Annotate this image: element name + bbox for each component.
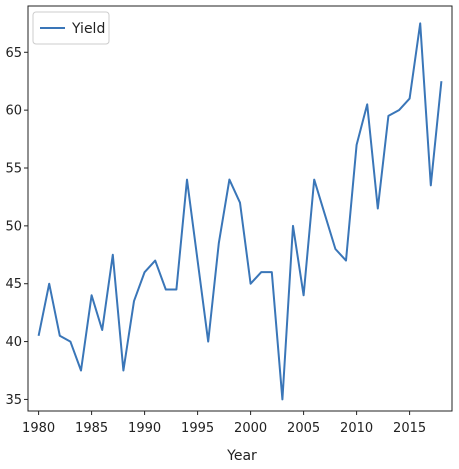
data-point bbox=[207, 341, 209, 343]
data-point bbox=[69, 341, 71, 343]
data-point bbox=[260, 271, 262, 273]
data-point bbox=[271, 271, 273, 273]
data-point bbox=[48, 283, 50, 285]
data-point bbox=[228, 179, 230, 181]
y-tick-label: 55 bbox=[5, 162, 22, 177]
data-point bbox=[324, 213, 326, 215]
data-point bbox=[175, 289, 177, 291]
data-point bbox=[80, 370, 82, 372]
y-tick-label: 45 bbox=[5, 277, 22, 292]
y-tick-label: 40 bbox=[5, 335, 22, 350]
y-tick-label: 35 bbox=[5, 393, 22, 408]
x-tick-label: 2000 bbox=[234, 421, 267, 436]
data-point bbox=[59, 335, 61, 337]
data-point bbox=[112, 254, 114, 256]
legend-box bbox=[32, 11, 110, 45]
data-point bbox=[197, 260, 199, 262]
series-points bbox=[38, 22, 443, 400]
data-point bbox=[334, 248, 336, 250]
data-point bbox=[91, 294, 93, 296]
data-point bbox=[398, 109, 400, 111]
y-tick-label: 50 bbox=[5, 219, 22, 234]
data-point bbox=[440, 80, 442, 82]
data-point bbox=[144, 271, 146, 273]
x-tick-label: 1995 bbox=[181, 421, 214, 436]
data-point bbox=[387, 115, 389, 117]
plot-frame bbox=[27, 5, 453, 412]
data-point bbox=[419, 22, 421, 24]
data-point bbox=[186, 179, 188, 181]
y-tick-label: 65 bbox=[5, 46, 22, 61]
x-tick-label: 1980 bbox=[22, 421, 55, 436]
data-point bbox=[250, 283, 252, 285]
data-point bbox=[239, 202, 241, 204]
data-point bbox=[292, 225, 294, 227]
data-point bbox=[313, 179, 315, 181]
x-axis-ticks: 1980 1985 1990 1995 2000 2005 2010 2015 bbox=[22, 411, 426, 436]
data-point bbox=[377, 208, 379, 210]
y-tick-label: 60 bbox=[5, 104, 22, 119]
x-tick-label: 2010 bbox=[340, 421, 373, 436]
x-tick-label: 1990 bbox=[128, 421, 161, 436]
data-point bbox=[356, 144, 358, 146]
legend-label: Yield bbox=[71, 21, 105, 37]
data-point bbox=[154, 260, 156, 262]
legend: Yield bbox=[32, 11, 110, 45]
x-tick-label: 2015 bbox=[393, 421, 426, 436]
data-point bbox=[281, 398, 283, 400]
data-point bbox=[366, 103, 368, 105]
data-point bbox=[218, 242, 220, 244]
data-point bbox=[165, 289, 167, 291]
yield-series-line bbox=[37, 22, 443, 401]
x-axis-label: Year bbox=[226, 448, 257, 464]
data-point bbox=[430, 184, 432, 186]
data-point bbox=[133, 300, 135, 302]
data-point bbox=[38, 335, 40, 337]
data-point bbox=[303, 294, 305, 296]
y-axis-ticks: 35 40 45 50 55 60 65 bbox=[5, 46, 28, 408]
x-tick-label: 2005 bbox=[287, 421, 320, 436]
data-point bbox=[409, 98, 411, 100]
data-point bbox=[122, 370, 124, 372]
data-point bbox=[101, 329, 103, 331]
data-point bbox=[345, 260, 347, 262]
x-tick-label: 1985 bbox=[75, 421, 108, 436]
